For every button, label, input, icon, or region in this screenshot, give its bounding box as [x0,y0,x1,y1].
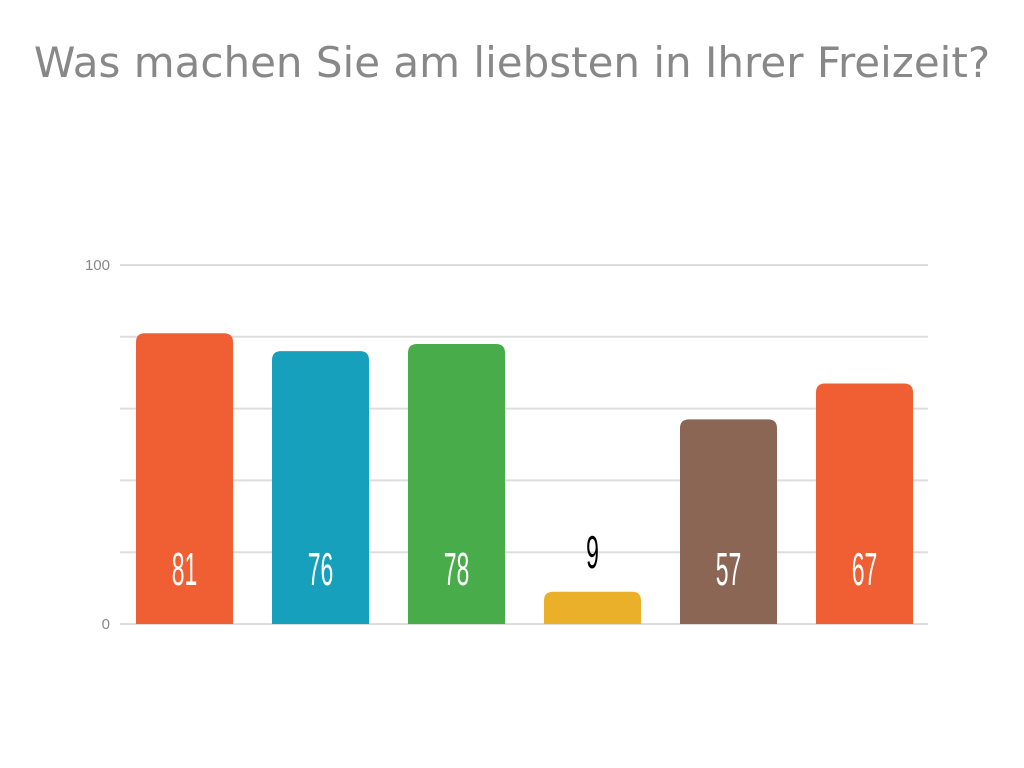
bar [136,333,233,624]
gridlines [120,264,928,625]
data-label: 78 [444,543,470,595]
bar [680,419,777,624]
data-label: 67 [852,543,878,595]
bar [816,383,913,624]
chart-title: Was machen Sie am liebsten in Ihrer Frei… [33,38,991,87]
data-label: 81 [172,543,198,595]
bar [408,343,505,624]
bar [544,591,641,624]
data-label: 76 [308,543,334,595]
bars [136,333,913,624]
bar [272,351,369,624]
y-tick-label: 100 [85,257,110,274]
data-labels: 81 76 78 9 57 67 [172,526,878,595]
data-label: 9 [586,526,599,578]
y-tick-label: 0 [102,616,110,633]
y-axis-ticks: 0 100 [85,257,110,633]
data-label: 57 [716,543,742,595]
